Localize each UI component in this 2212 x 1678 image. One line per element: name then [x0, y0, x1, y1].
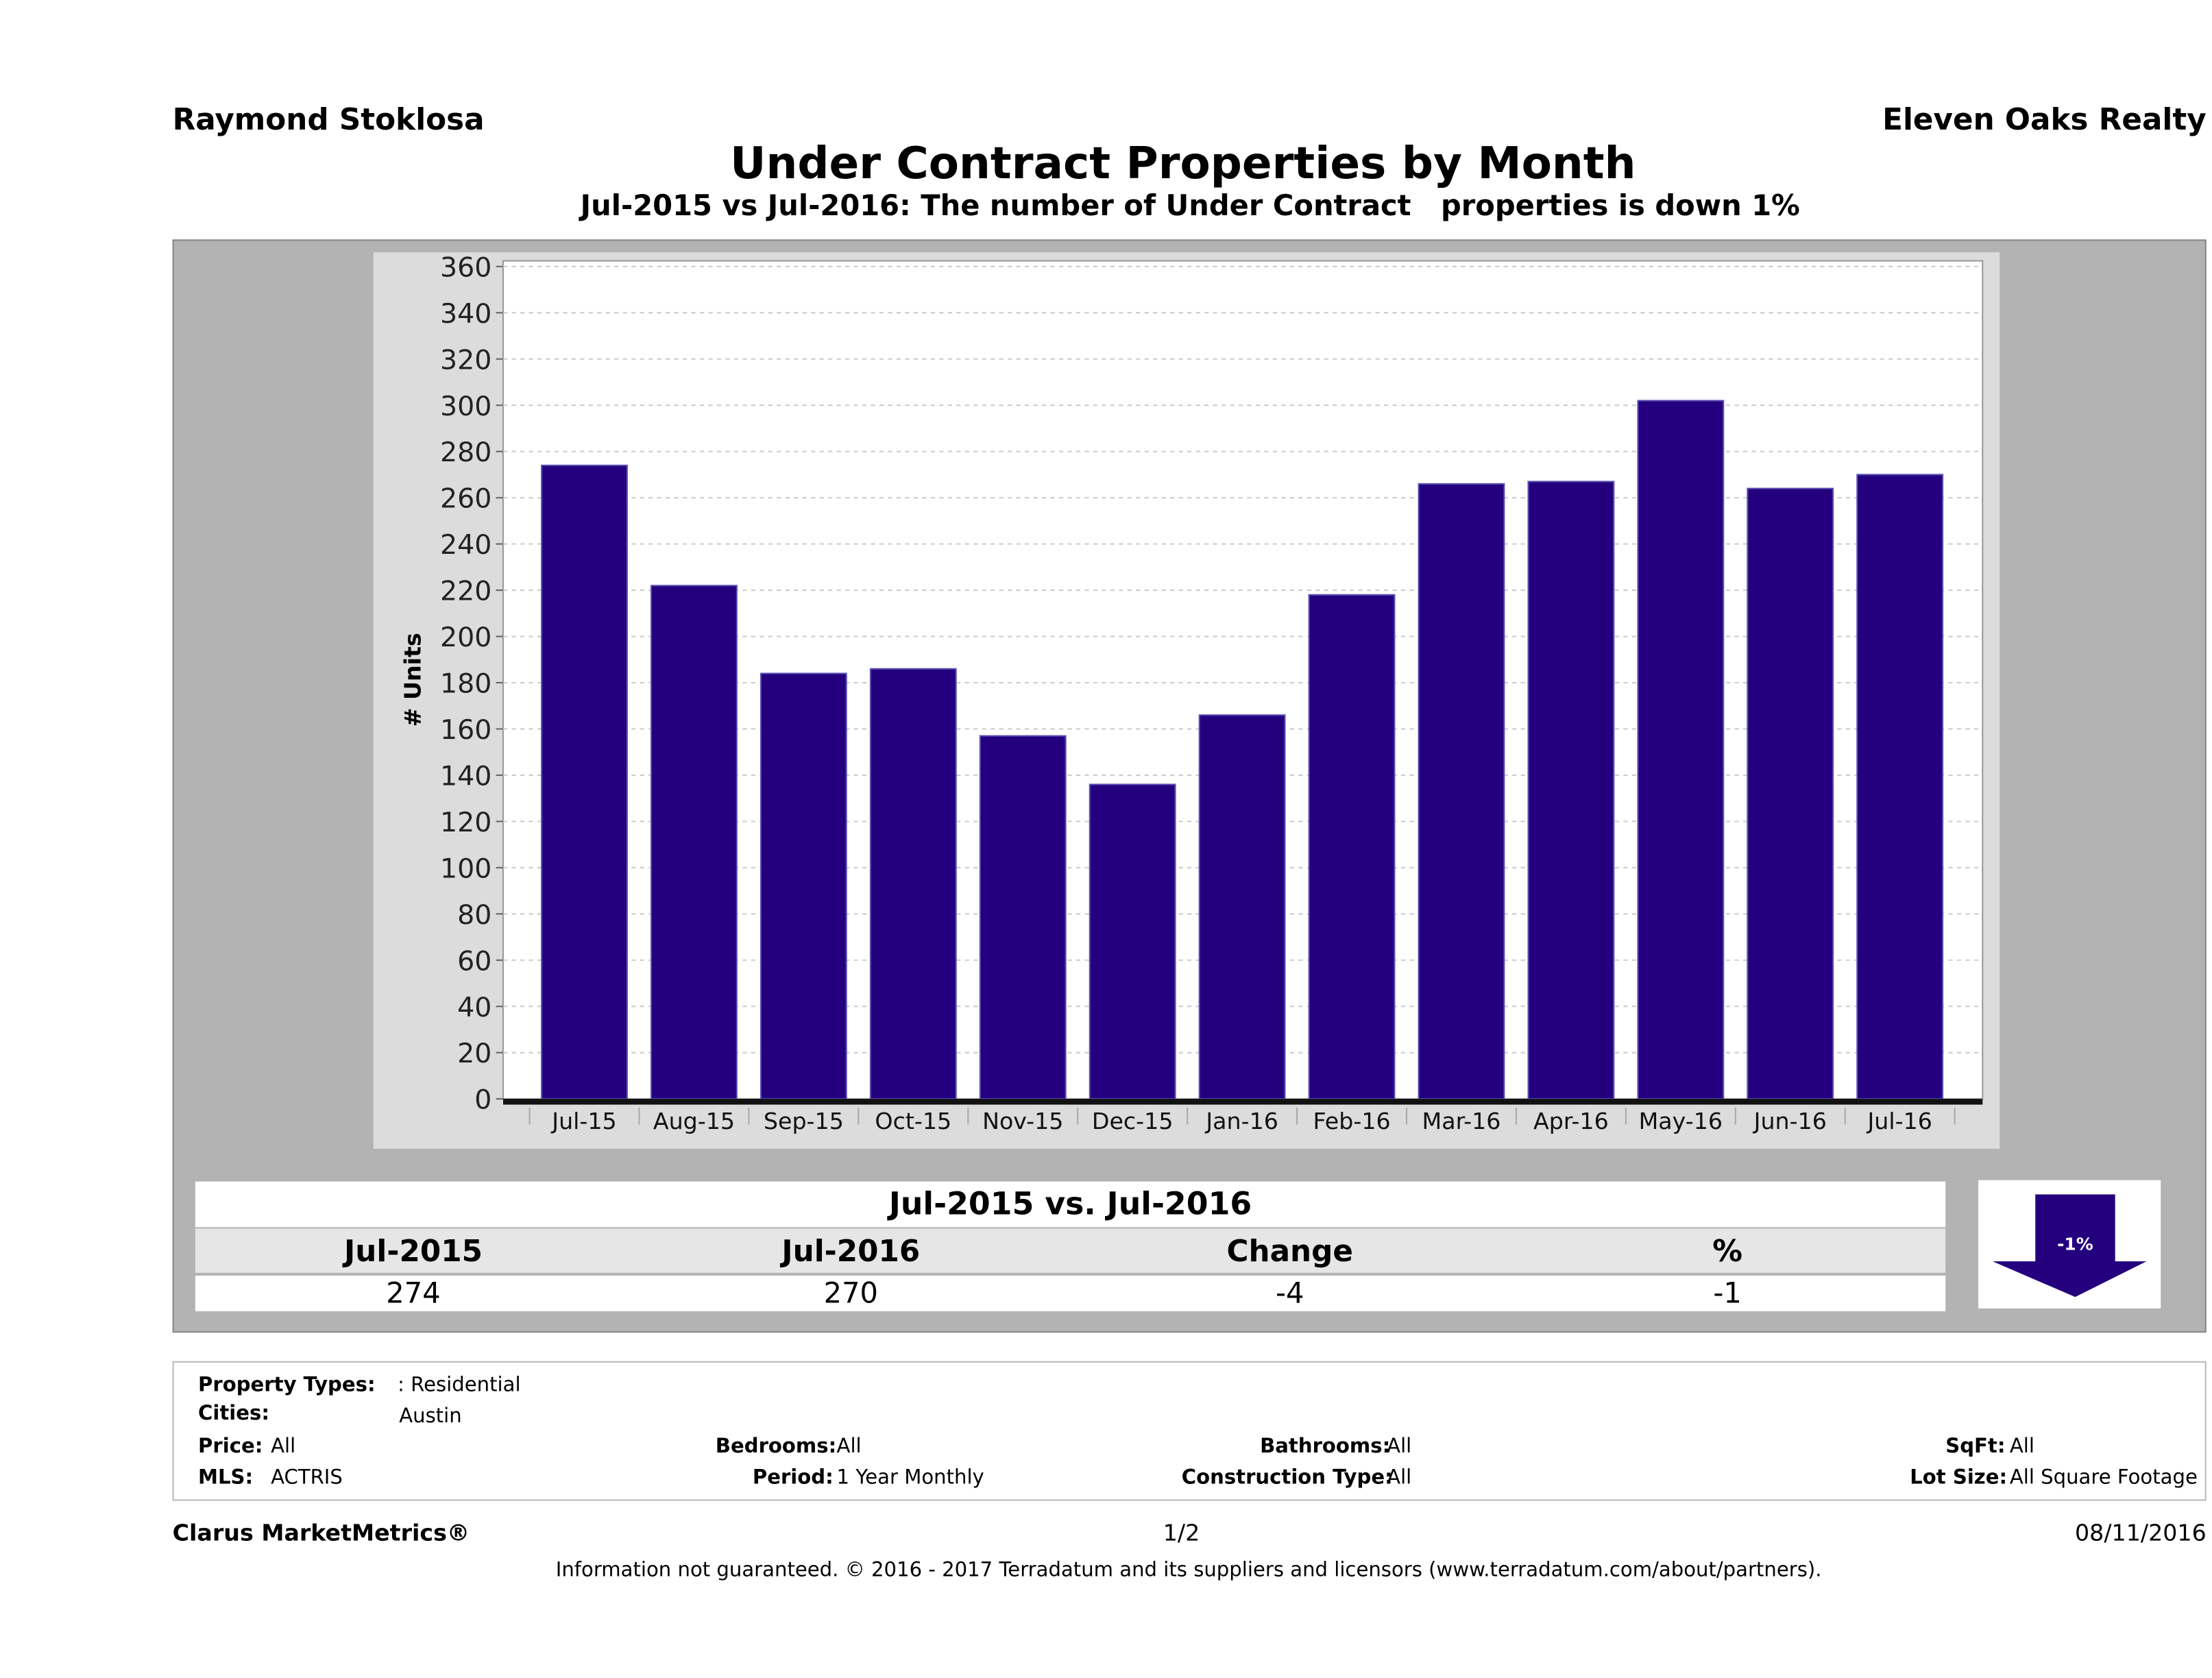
- page-number: 1/2: [1163, 1519, 1200, 1547]
- chart-subtitle: Jul-2015 vs Jul-2016: The number of Unde…: [580, 188, 1800, 223]
- x-tick-label: Oct-15: [875, 1108, 951, 1134]
- bar: [979, 735, 1067, 1100]
- y-tick-label: 320: [440, 344, 491, 376]
- filter-value: All Square Footage: [2009, 1466, 2198, 1489]
- down-arrow-icon: [1992, 1194, 2147, 1298]
- bar: [1637, 400, 1725, 1100]
- filter-value: All: [1387, 1435, 1412, 1459]
- y-tick-label: 220: [440, 576, 491, 607]
- company-name: Eleven Oaks Realty: [1882, 102, 2207, 137]
- summary-values-row: 274 270 -4 -1: [195, 1275, 1946, 1311]
- y-tick-label: 160: [440, 714, 491, 746]
- y-tick-label: 40: [457, 992, 491, 1023]
- x-tick-label: Apr-16: [1533, 1108, 1609, 1134]
- x-tick-label: Jul-16: [1866, 1108, 1932, 1134]
- x-tick-label: Dec-15: [1092, 1108, 1174, 1134]
- y-tick-label: 200: [440, 622, 491, 653]
- filter-label: MLS:: [198, 1466, 254, 1489]
- filter-value: 1 Year Monthly: [836, 1466, 984, 1489]
- y-tick-label: 60: [457, 945, 491, 977]
- x-tick-label: Jun-16: [1753, 1108, 1827, 1134]
- filter-value: ACTRIS: [271, 1466, 343, 1489]
- x-tick-label: Feb-16: [1313, 1108, 1390, 1134]
- y-tick-label: 0: [474, 1084, 491, 1116]
- filter-label: Construction Type:: [1181, 1466, 1393, 1489]
- filter-value: All: [271, 1435, 296, 1459]
- filter-value: All: [1387, 1466, 1412, 1489]
- y-tick-label: 360: [440, 252, 491, 283]
- summary-value: 270: [823, 1275, 879, 1310]
- y-tick-label: 120: [440, 807, 491, 838]
- x-tick-label: Aug-15: [653, 1108, 735, 1134]
- y-tick-label: 300: [440, 391, 491, 422]
- change-badge: -1%: [1978, 1180, 2161, 1309]
- filter-value: : Residential: [398, 1374, 521, 1397]
- bar: [1747, 487, 1834, 1100]
- y-tick-label: 100: [440, 853, 491, 884]
- x-tick-label: May-16: [1639, 1108, 1723, 1134]
- filter-label: SqFt:: [1945, 1435, 2006, 1459]
- x-tick-label: Nov-15: [982, 1108, 1063, 1134]
- filter-label: Property Types:: [198, 1374, 376, 1397]
- bar: [759, 672, 847, 1100]
- filter-label: Cities:: [198, 1402, 269, 1426]
- report-date: 08/11/2016: [2075, 1519, 2207, 1547]
- summary-header: %: [1712, 1234, 1742, 1269]
- filter-label: Bedrooms:: [715, 1435, 837, 1459]
- x-tick-label: Mar-16: [1422, 1108, 1501, 1134]
- bar: [1308, 594, 1396, 1100]
- y-tick-label: 180: [440, 668, 491, 700]
- summary-header-row: Jul-2015 Jul-2016 Change %: [195, 1228, 1946, 1273]
- summary-value: -4: [1276, 1275, 1304, 1310]
- filter-value: All: [836, 1435, 862, 1459]
- y-tick-label: 20: [457, 1038, 491, 1069]
- summary-title: Jul-2015 vs. Jul-2016: [195, 1181, 1946, 1228]
- bar: [1856, 474, 1944, 1100]
- filter-label: Period:: [752, 1466, 834, 1489]
- y-tick-label: 80: [457, 899, 491, 931]
- filter-value: All: [2009, 1435, 2034, 1459]
- summary-header: Jul-2015: [344, 1234, 483, 1269]
- bar: [869, 668, 957, 1100]
- y-tick-label: 280: [440, 437, 491, 468]
- bar: [541, 464, 628, 1100]
- change-badge-label: -1%: [2057, 1234, 2093, 1254]
- chart-title: Under Contract Properties by Month: [730, 138, 1636, 190]
- summary-header: Change: [1226, 1234, 1354, 1269]
- summary-header: Jul-2016: [781, 1234, 921, 1269]
- filter-label: Lot Size:: [1910, 1466, 2008, 1489]
- y-axis-label: # Units: [399, 633, 426, 727]
- filter-value: Austin: [399, 1405, 462, 1428]
- filter-criteria: Property Types: : Residential Cities: Au…: [172, 1361, 2207, 1501]
- y-tick-label: 340: [440, 298, 491, 330]
- footer-brand: Clarus MarketMetrics®: [172, 1519, 470, 1547]
- bar: [1418, 483, 1505, 1100]
- bar: [651, 585, 738, 1100]
- x-tick-label: Sep-15: [764, 1108, 844, 1134]
- bar: [1527, 481, 1615, 1100]
- x-tick-label: Jan-16: [1204, 1108, 1278, 1134]
- filter-label: Price:: [198, 1435, 263, 1459]
- agent-name: Raymond Stoklosa: [172, 102, 485, 137]
- bar: [1198, 714, 1286, 1100]
- summary-value: -1: [1713, 1275, 1742, 1310]
- y-tick-label: 260: [440, 483, 491, 515]
- x-tick-label: Jul-15: [550, 1108, 616, 1134]
- y-tick-label: 140: [440, 760, 491, 792]
- filter-label: Bathrooms:: [1260, 1435, 1391, 1459]
- disclaimer: Information not guaranteed. © 2016 - 201…: [555, 1559, 1822, 1583]
- bar: [1089, 783, 1176, 1100]
- bar-chart: 0 20 40 60 80 100 120 140 160 180 200 220 240 260 280 3…: [399, 252, 1984, 1134]
- summary-value: 274: [386, 1275, 441, 1310]
- y-tick-label: 240: [440, 529, 491, 561]
